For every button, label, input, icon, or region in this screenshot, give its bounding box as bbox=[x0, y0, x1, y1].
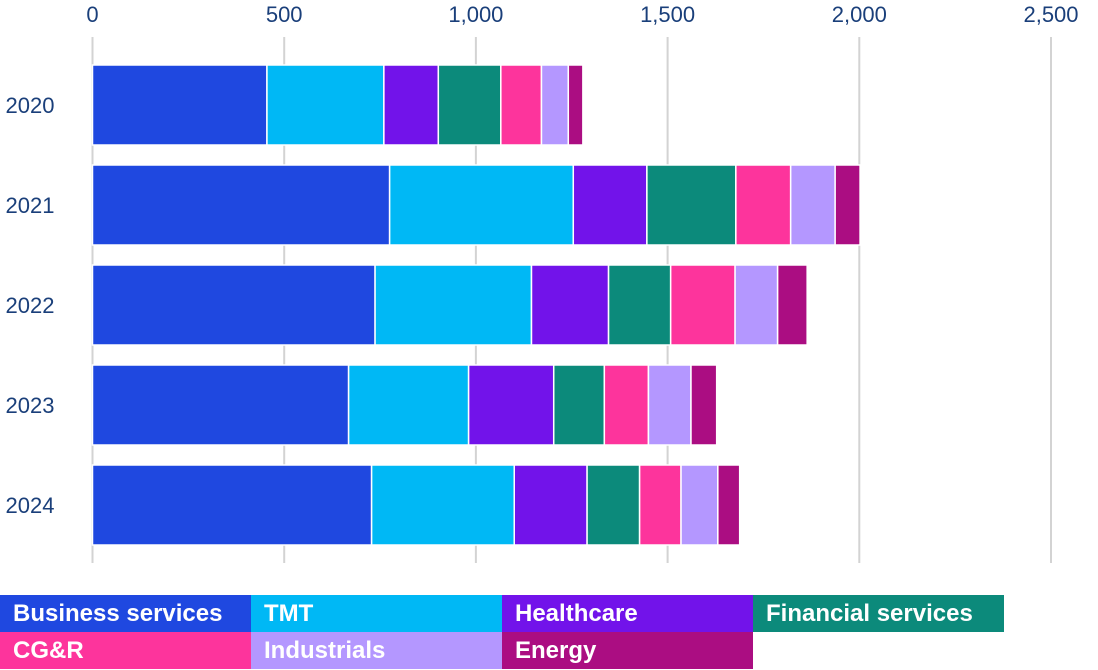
bar-segment-tmt bbox=[388, 164, 575, 246]
category-label: 2022 bbox=[6, 293, 55, 318]
bar-segment-industrials bbox=[734, 264, 779, 346]
bar-segment-business-services bbox=[91, 164, 391, 246]
bar-segment-energy bbox=[834, 164, 861, 246]
bar-segment-financial-services bbox=[552, 364, 606, 446]
bar-segment-energy bbox=[567, 64, 584, 146]
category-label: 2024 bbox=[6, 493, 55, 518]
bar-segment-industrials bbox=[647, 364, 692, 446]
bar-segment-energy bbox=[690, 364, 718, 446]
bar-segment-business-services bbox=[91, 464, 373, 546]
legend-item-financial-services: Financial services bbox=[753, 595, 1004, 632]
legend-item-energy: Energy bbox=[502, 632, 753, 669]
x-tick-label: 1,000 bbox=[448, 2, 503, 27]
bar-segment-healthcare bbox=[383, 64, 440, 146]
legend-item-cg-r: CG&R bbox=[0, 632, 251, 669]
bar-segment-energy bbox=[717, 464, 741, 546]
bar-segment-cg-r bbox=[735, 164, 792, 246]
bar-segment-cg-r bbox=[669, 264, 736, 346]
bar-segment-business-services bbox=[91, 64, 268, 146]
bar-group-2024 bbox=[91, 464, 741, 546]
bar-segment-financial-services bbox=[437, 64, 502, 146]
x-tick-label: 0 bbox=[86, 2, 98, 27]
bar-group-2022 bbox=[91, 264, 808, 346]
bar-segment-tmt bbox=[374, 264, 533, 346]
x-tick-label: 2,500 bbox=[1023, 2, 1078, 27]
legend-item-business-services: Business services bbox=[0, 595, 251, 632]
stacked-bar-chart: 0 500 1,000 1,500 2,000 2,500 202020212022202… bbox=[6, 2, 1079, 563]
bars bbox=[91, 64, 861, 546]
bar-segment-business-services bbox=[91, 364, 350, 446]
bar-group-2020 bbox=[91, 64, 584, 146]
y-axis-category-labels: 2020 2021 2022 2023 2024 bbox=[6, 93, 55, 518]
bar-segment-energy bbox=[776, 264, 808, 346]
legend-item-industrials: Industrials bbox=[251, 632, 502, 669]
bar-segment-industrials bbox=[540, 64, 570, 146]
category-label: 2023 bbox=[6, 393, 55, 418]
bar-segment-financial-services bbox=[646, 164, 737, 246]
bar-group-2023 bbox=[91, 364, 718, 446]
category-label: 2021 bbox=[6, 193, 55, 218]
x-tick-label: 2,000 bbox=[832, 2, 887, 27]
bar-segment-cg-r bbox=[638, 464, 682, 546]
category-label: 2020 bbox=[6, 93, 55, 118]
x-axis-tick-labels: 0 500 1,000 1,500 2,000 2,500 bbox=[86, 2, 1078, 27]
legend-item-healthcare: Healthcare bbox=[502, 595, 753, 632]
bar-segment-healthcare bbox=[572, 164, 648, 246]
legend-item-tmt: TMT bbox=[251, 595, 502, 632]
bar-segment-healthcare bbox=[467, 364, 555, 446]
bar-segment-financial-services bbox=[586, 464, 641, 546]
bar-segment-cg-r bbox=[603, 364, 650, 446]
bar-segment-healthcare bbox=[530, 264, 610, 346]
bar-group-2021 bbox=[91, 164, 861, 246]
bar-segment-financial-services bbox=[607, 264, 672, 346]
legend: Business services TMT Healthcare Financial … bbox=[0, 595, 1004, 669]
bar-segment-tmt bbox=[347, 364, 470, 446]
x-tick-label: 500 bbox=[266, 2, 303, 27]
bar-segment-healthcare bbox=[513, 464, 588, 546]
bar-segment-business-services bbox=[91, 264, 376, 346]
bar-segment-cg-r bbox=[500, 64, 543, 146]
x-tick-label: 1,500 bbox=[640, 2, 695, 27]
bar-segment-tmt bbox=[370, 464, 515, 546]
bar-segment-industrials bbox=[789, 164, 836, 246]
bar-segment-tmt bbox=[266, 64, 385, 146]
bar-segment-industrials bbox=[680, 464, 719, 546]
